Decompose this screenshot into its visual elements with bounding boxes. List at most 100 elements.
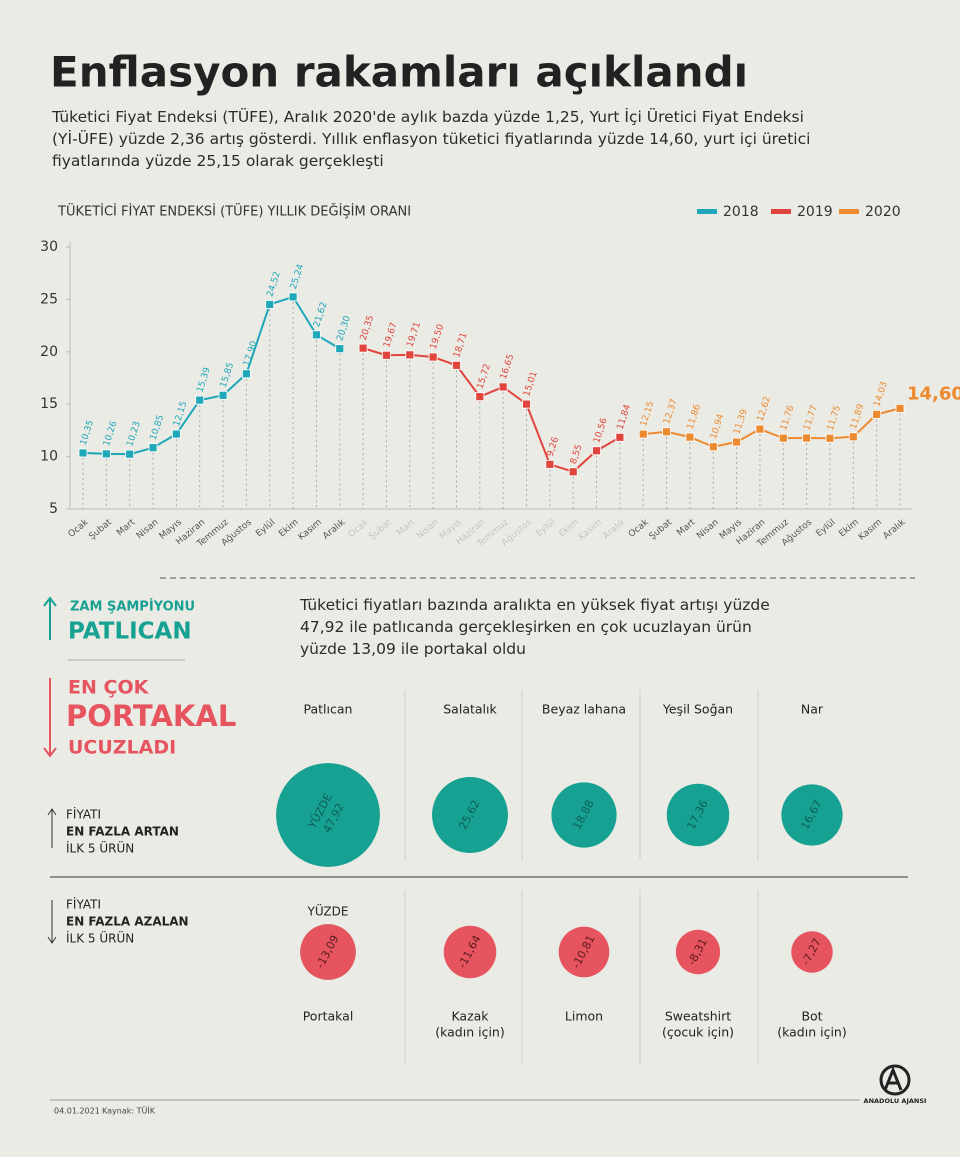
product-name: Portakal — [303, 1009, 354, 1024]
y-tick-label: 15 — [40, 396, 58, 412]
up-arrow-head — [43, 596, 57, 607]
bubble — [300, 924, 356, 980]
marker — [358, 343, 368, 353]
value-label: 14,60 — [907, 383, 960, 404]
value-label: 10,56 — [592, 417, 610, 445]
value-label: 15,39 — [195, 366, 213, 394]
down-label-bottom: UCUZLADI — [68, 737, 176, 759]
bubble — [551, 782, 617, 848]
x-tick-label: Ocak — [347, 517, 371, 540]
footer-date: 04.01.2021 — [54, 1107, 100, 1116]
value-label: 10,94 — [709, 413, 727, 441]
down-arrow-small-head — [47, 936, 57, 944]
section-unit: YÜZDE — [307, 903, 349, 919]
legend-swatch — [697, 209, 717, 214]
value-label: 10,26 — [102, 420, 120, 448]
legend-swatch — [839, 209, 859, 214]
value-label: 10,35 — [79, 419, 96, 447]
product-name: Nar — [801, 702, 824, 717]
marker — [708, 442, 718, 452]
product-name: Beyaz lahana — [542, 702, 626, 717]
marker — [452, 360, 461, 370]
marker — [802, 433, 812, 443]
value-label: 11,75 — [826, 404, 843, 432]
bubble — [432, 777, 508, 853]
x-tick-label: Mart — [675, 517, 697, 538]
value-label: 20,30 — [335, 315, 353, 343]
marker — [545, 459, 555, 469]
value-label: 25,24 — [289, 263, 307, 291]
down-arrow-head — [43, 747, 57, 758]
marker — [638, 429, 648, 439]
product-name: Bot — [801, 1009, 822, 1024]
value-label: 12,15 — [172, 400, 189, 428]
marker — [895, 403, 905, 413]
x-tick-label: Kasım — [297, 518, 324, 543]
bubble — [558, 926, 610, 978]
x-tick-label: Kasım — [857, 518, 884, 543]
value-label: 24,52 — [265, 271, 282, 299]
bubble — [781, 784, 843, 846]
marker — [755, 424, 765, 434]
value-label: 20,35 — [359, 314, 376, 342]
product-name: Yeşil Soğan — [662, 702, 733, 717]
value-label: 15,01 — [522, 370, 539, 398]
value-label: 11,77 — [802, 404, 819, 432]
bubble — [791, 931, 833, 973]
value-label: 11,39 — [732, 408, 750, 436]
marker — [825, 433, 835, 443]
marker — [872, 409, 882, 419]
up-product: PATLICAN — [68, 619, 192, 645]
y-tick-label: 20 — [40, 344, 58, 360]
x-tick-label: Nisan — [415, 518, 441, 542]
marker — [195, 395, 205, 405]
value-label: 17,90 — [242, 340, 260, 368]
series-line — [82, 295, 341, 456]
bubble — [276, 763, 380, 867]
marker — [101, 449, 111, 459]
footer-source: Kaynak: TÜİK — [102, 1106, 156, 1116]
logo-mark — [883, 1065, 903, 1091]
intro: Tüketici Fiyat Endeksi (TÜFE), Aralık 20… — [52, 108, 811, 170]
marker — [78, 448, 88, 458]
x-tick-label: Kasım — [577, 518, 604, 543]
title: Enflasyon rakamları açıklandı — [50, 48, 748, 97]
value-label: 15,72 — [476, 363, 493, 391]
value-label: 8,55 — [569, 443, 585, 465]
legend-label: 2018 — [723, 204, 759, 220]
section-heading: FİYATI — [66, 807, 101, 822]
x-tick-label: Şubat — [368, 517, 395, 542]
marker — [335, 344, 345, 354]
legend-swatch — [771, 209, 791, 214]
product-note: (kadın için) — [777, 1025, 846, 1040]
marker — [312, 330, 321, 340]
marker — [848, 432, 858, 442]
marker — [662, 427, 671, 437]
product-name: Patlıcan — [304, 702, 353, 717]
value-label: 16,65 — [499, 353, 516, 381]
product-name: Sweatshirt — [665, 1009, 731, 1024]
value-label: 19,50 — [429, 323, 447, 351]
value-label: 9,26 — [546, 436, 562, 458]
marker — [288, 292, 298, 302]
x-tick-label: Ocak — [627, 517, 651, 540]
marker — [685, 432, 695, 442]
down-product: PORTAKAL — [66, 699, 236, 733]
value-label: 19,67 — [382, 321, 399, 349]
description: Tüketici fiyatları bazında aralıkta en y… — [300, 596, 770, 658]
value-label: 19,71 — [406, 321, 423, 349]
up-arrow-small-head — [47, 808, 57, 816]
y-tick-label: 30 — [40, 239, 58, 255]
marker — [568, 467, 578, 477]
marker — [405, 350, 415, 360]
marker — [148, 443, 158, 453]
x-tick-label: Şubat — [87, 517, 114, 542]
product-note: (kadın için) — [435, 1025, 504, 1040]
chart-title: TÜKETİCİ FİYAT ENDEKSİ (TÜFE) YILLIK DEĞ… — [57, 203, 411, 220]
value-label: 10,23 — [125, 420, 142, 448]
x-tick-label: Aralık — [882, 517, 909, 542]
y-tick-label: 10 — [40, 449, 58, 465]
bubble — [443, 925, 497, 979]
marker — [498, 382, 508, 392]
marker — [778, 433, 788, 443]
